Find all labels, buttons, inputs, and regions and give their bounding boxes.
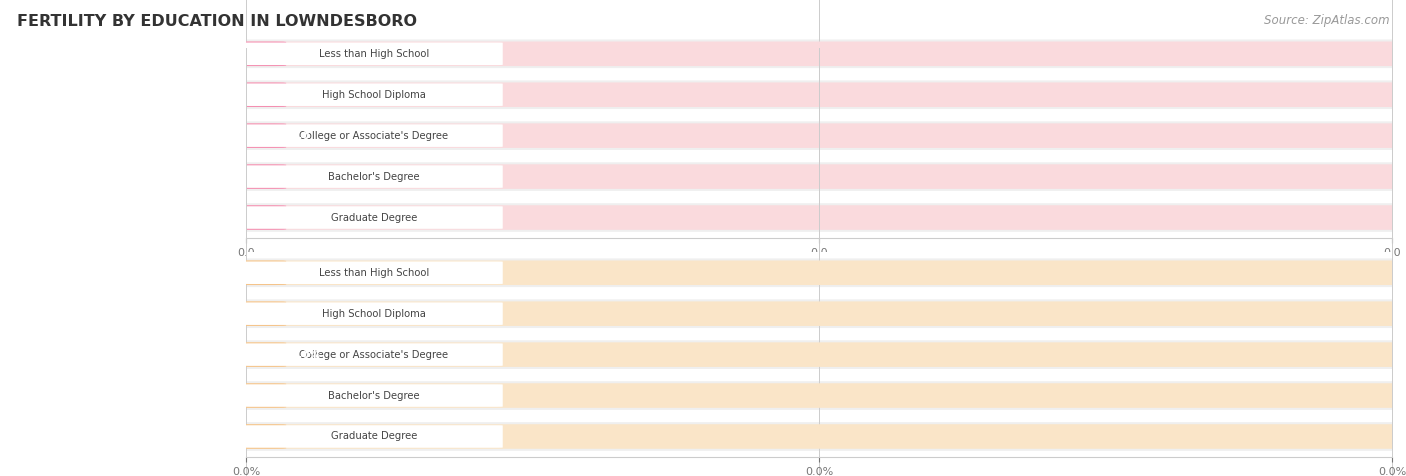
FancyBboxPatch shape (235, 164, 1403, 189)
FancyBboxPatch shape (245, 425, 503, 448)
Text: Graduate Degree: Graduate Degree (330, 212, 418, 223)
FancyBboxPatch shape (240, 381, 1398, 410)
FancyBboxPatch shape (245, 124, 503, 147)
FancyBboxPatch shape (235, 41, 1403, 66)
FancyBboxPatch shape (240, 203, 1398, 232)
FancyBboxPatch shape (245, 42, 503, 65)
FancyBboxPatch shape (245, 384, 503, 407)
FancyBboxPatch shape (235, 205, 287, 230)
FancyBboxPatch shape (235, 342, 1403, 367)
Text: FERTILITY BY EDUCATION IN LOWNDESBORO: FERTILITY BY EDUCATION IN LOWNDESBORO (17, 14, 416, 30)
FancyBboxPatch shape (245, 261, 503, 284)
Text: College or Associate's Degree: College or Associate's Degree (299, 349, 449, 360)
FancyBboxPatch shape (235, 41, 287, 66)
FancyBboxPatch shape (235, 424, 287, 449)
Text: 0.0: 0.0 (292, 171, 311, 182)
FancyBboxPatch shape (240, 80, 1398, 109)
FancyBboxPatch shape (235, 82, 287, 107)
Text: 0.0: 0.0 (292, 89, 311, 100)
FancyBboxPatch shape (240, 258, 1398, 287)
FancyBboxPatch shape (235, 123, 287, 148)
FancyBboxPatch shape (245, 302, 503, 325)
FancyBboxPatch shape (245, 206, 503, 229)
Text: 0.0%: 0.0% (292, 349, 321, 360)
FancyBboxPatch shape (240, 422, 1398, 451)
FancyBboxPatch shape (235, 301, 1403, 326)
Text: Less than High School: Less than High School (319, 268, 429, 278)
Text: Less than High School: Less than High School (319, 49, 429, 59)
FancyBboxPatch shape (235, 205, 1403, 230)
Text: Source: ZipAtlas.com: Source: ZipAtlas.com (1264, 14, 1389, 27)
FancyBboxPatch shape (235, 82, 1403, 107)
Text: 0.0%: 0.0% (292, 431, 321, 442)
FancyBboxPatch shape (245, 343, 503, 366)
FancyBboxPatch shape (235, 260, 287, 285)
FancyBboxPatch shape (240, 162, 1398, 191)
FancyBboxPatch shape (245, 165, 503, 188)
Text: 0.0: 0.0 (292, 49, 311, 59)
FancyBboxPatch shape (235, 164, 287, 189)
FancyBboxPatch shape (240, 40, 1398, 68)
FancyBboxPatch shape (235, 383, 1403, 408)
FancyBboxPatch shape (240, 299, 1398, 328)
FancyBboxPatch shape (235, 424, 1403, 449)
FancyBboxPatch shape (240, 121, 1398, 150)
FancyBboxPatch shape (235, 123, 1403, 148)
Text: 0.0%: 0.0% (292, 390, 321, 401)
FancyBboxPatch shape (235, 260, 1403, 285)
Text: 0.0%: 0.0% (292, 268, 321, 278)
Text: Bachelor's Degree: Bachelor's Degree (328, 171, 419, 182)
FancyBboxPatch shape (240, 340, 1398, 369)
Text: High School Diploma: High School Diploma (322, 89, 426, 100)
Text: Bachelor's Degree: Bachelor's Degree (328, 390, 419, 401)
FancyBboxPatch shape (235, 342, 287, 367)
FancyBboxPatch shape (245, 83, 503, 106)
Text: College or Associate's Degree: College or Associate's Degree (299, 130, 449, 141)
Text: High School Diploma: High School Diploma (322, 308, 426, 319)
Text: 0.0: 0.0 (292, 212, 311, 223)
Text: 0.0: 0.0 (292, 130, 311, 141)
FancyBboxPatch shape (235, 383, 287, 408)
Text: Graduate Degree: Graduate Degree (330, 431, 418, 442)
FancyBboxPatch shape (235, 301, 287, 326)
Text: 0.0%: 0.0% (292, 308, 321, 319)
